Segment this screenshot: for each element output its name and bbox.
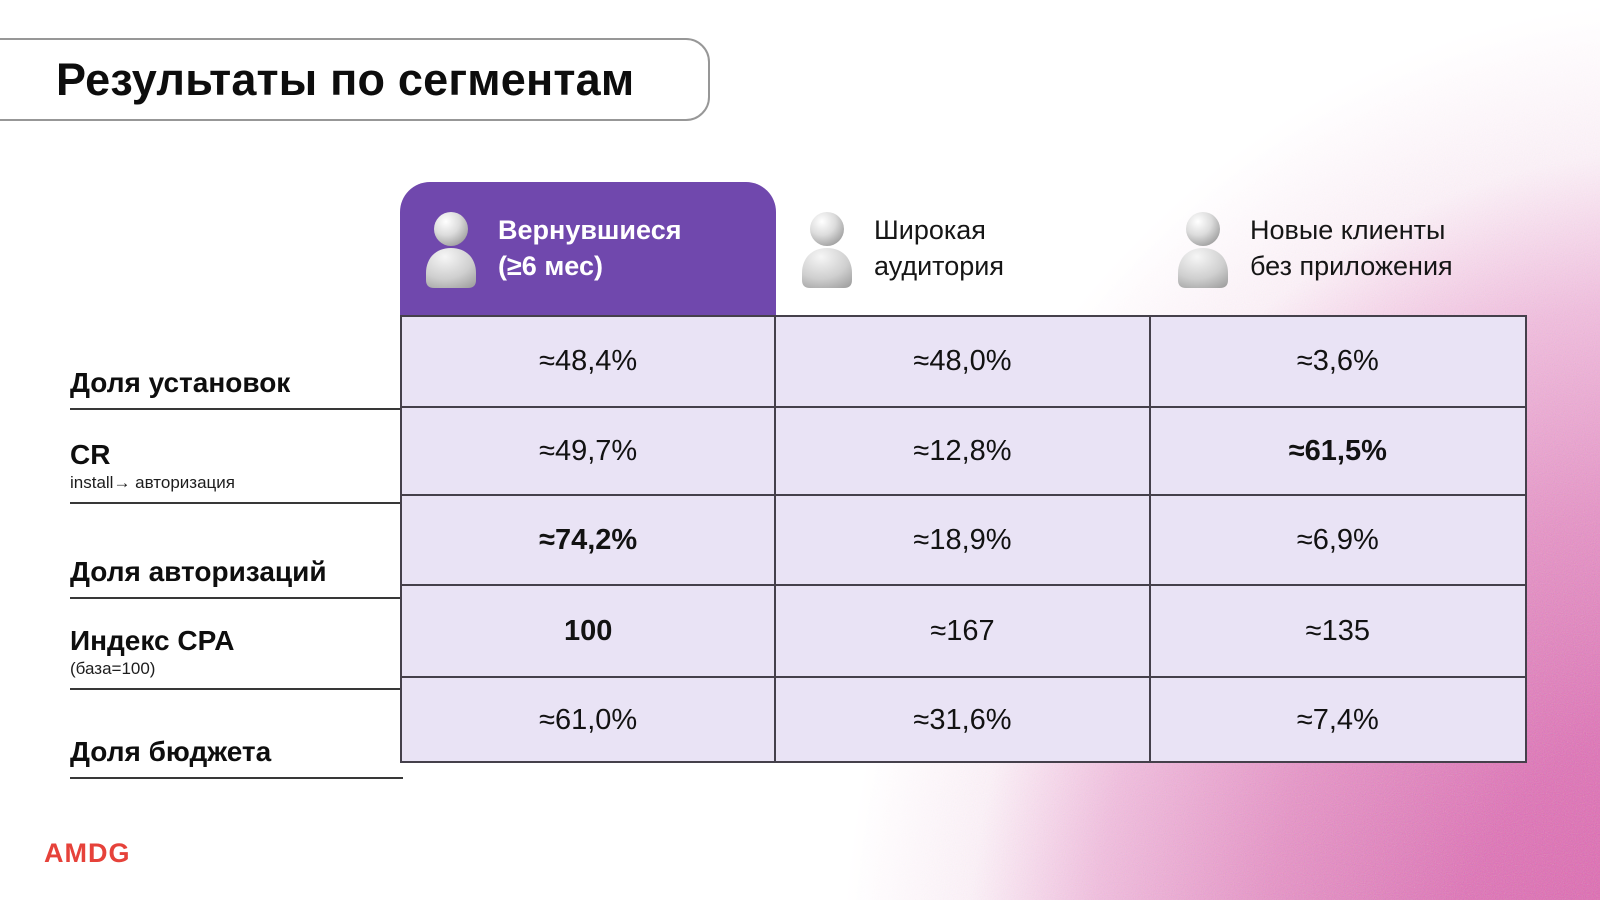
person-icon (426, 211, 476, 288)
metric-label-install-share: Доля установок (70, 330, 403, 410)
person-icon (1178, 211, 1228, 288)
cell-4-2: ≈7,4% (1296, 704, 1379, 736)
metric-label-cpa-index: Индекс CPA (база=100) (70, 604, 403, 690)
cell-4-0: ≈61,0% (402, 678, 777, 763)
segment-label-line2: (≥6 мес) (498, 250, 603, 281)
segment-label: Вернувшиеся (≥6 мес) (498, 213, 681, 283)
metric-label-auth-share: Доля авторизаций (70, 517, 403, 599)
metric-label-cr: CR install→ авторизация (70, 412, 403, 504)
metric-subtitle: (база=100) (70, 659, 156, 679)
cell-2-2: ≈6,9% (1150, 496, 1525, 586)
cell-3-2: ≈135 (1150, 586, 1525, 678)
metric-label-budget-share: Доля бюджета (70, 697, 403, 779)
segment-label-line1: Вернувшиеся (498, 215, 682, 246)
metric-title: Доля установок (70, 367, 291, 399)
segment-label-line1: Широкая (874, 215, 986, 246)
segment-header-returned: Вернувшиеся (≥6 мес) (400, 182, 776, 315)
person-icon (802, 211, 852, 288)
cell-2-1: ≈18,9% (776, 496, 1151, 586)
cell-0-2: ≈3,6% (1150, 317, 1525, 408)
cell-3-1: ≈167 (776, 586, 1151, 678)
page-title: Результаты по сегментам (56, 53, 635, 105)
metric-title: Индекс CPA (70, 624, 235, 656)
segment-label-line2: без приложения (1250, 250, 1453, 281)
segment-label-line2: аудитория (874, 250, 1004, 281)
metric-title: Доля бюджета (70, 736, 272, 768)
metric-title: CR (70, 438, 111, 470)
cell-0-0: ≈48,4% (402, 317, 777, 408)
segment-label: Новые клиенты без приложения (1250, 213, 1453, 283)
segment-label: Широкая аудитория (874, 213, 1004, 283)
metric-subtitle: install→ авторизация (70, 473, 235, 493)
cell-1-2: ≈61,5% (1150, 408, 1525, 496)
cell-0-1: ≈48,0% (776, 317, 1151, 408)
cell-1-0: ≈49,7% (402, 408, 777, 496)
results-table: ≈48,4% ≈48,0% ≈3,6% ≈49,7% ≈12,8% ≈61,5%… (400, 315, 1527, 763)
metric-title: Доля авторизаций (70, 556, 327, 588)
segment-header-new-clients: Новые клиенты без приложения (1152, 182, 1527, 315)
segment-header-broad-audience: Широкая аудитория (776, 182, 1152, 315)
cell-3-0: 100 (402, 586, 777, 678)
segment-label-line1: Новые клиенты (1250, 215, 1446, 246)
cell-4-1: ≈31,6% (776, 678, 1151, 763)
amdg-logo: AMDG (44, 838, 131, 868)
cell-2-0: ≈74,2% (402, 496, 777, 586)
cell-1-1: ≈12,8% (776, 408, 1151, 496)
title-box: Результаты по сегментам (0, 38, 710, 121)
